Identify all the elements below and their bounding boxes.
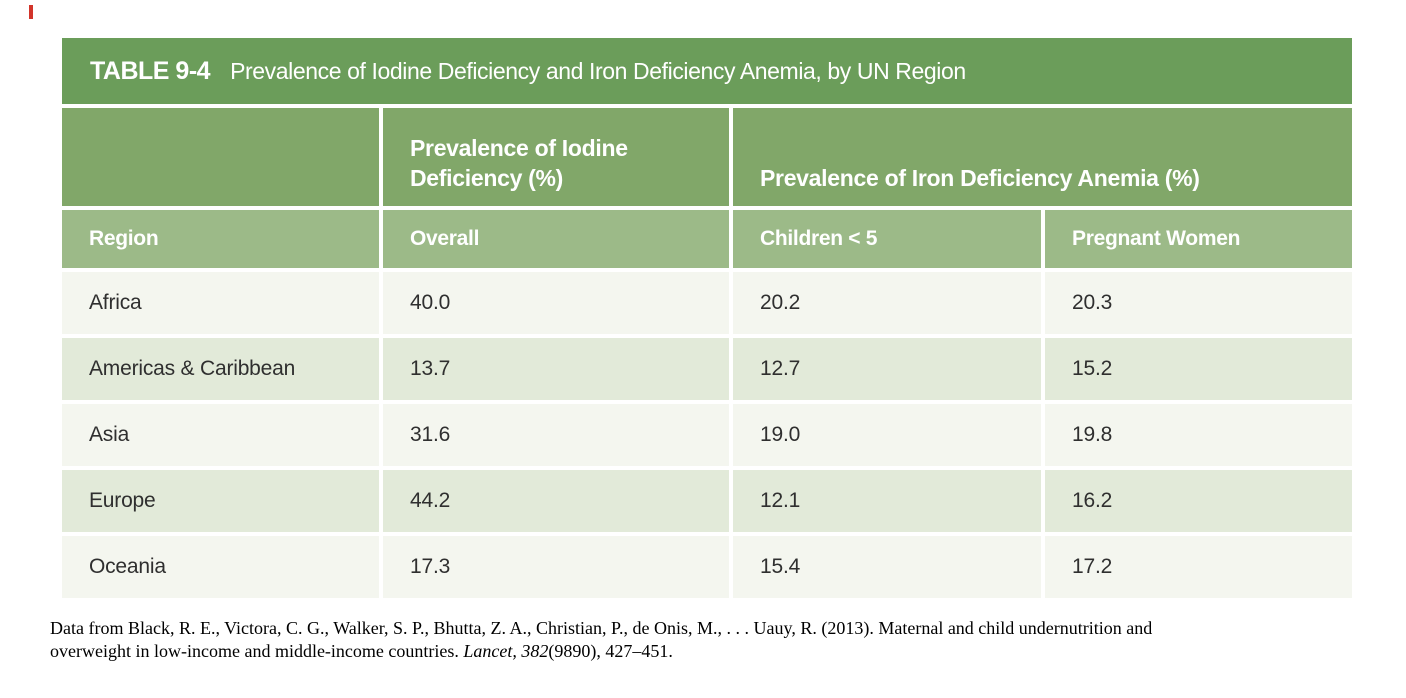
table-title-bar: TABLE 9-4 Prevalence of Iodine Deficienc… — [62, 38, 1352, 104]
cell-region: Africa — [62, 272, 379, 334]
cell-overall: 40.0 — [383, 272, 729, 334]
prevalence-table: TABLE 9-4 Prevalence of Iodine Deficienc… — [62, 38, 1352, 598]
group-header-iron: Prevalence of Iron Deficiency Anemia (%) — [733, 108, 1352, 206]
cell-pregnant: 19.8 — [1045, 404, 1352, 466]
cell-region: Oceania — [62, 536, 379, 598]
cell-pregnant: 15.2 — [1045, 338, 1352, 400]
column-header-overall: Overall — [383, 210, 729, 268]
group-header-iodine: Prevalence of Iodine Deficiency (%) — [383, 108, 729, 206]
table-grid: Prevalence of Iodine Deficiency (%) Prev… — [62, 108, 1352, 598]
cell-overall: 17.3 — [383, 536, 729, 598]
column-header-pregnant: Pregnant Women — [1045, 210, 1352, 268]
cell-overall: 44.2 — [383, 470, 729, 532]
cell-overall: 31.6 — [383, 404, 729, 466]
cell-children: 15.4 — [733, 536, 1041, 598]
cell-children: 19.0 — [733, 404, 1041, 466]
cell-children: 20.2 — [733, 272, 1041, 334]
cell-pregnant: 16.2 — [1045, 470, 1352, 532]
citation-line2-prefix: overweight in low-income and middle-inco… — [50, 641, 464, 661]
table-title-text: Prevalence of Iodine Deficiency and Iron… — [230, 57, 966, 84]
cell-region: Europe — [62, 470, 379, 532]
cell-region: Asia — [62, 404, 379, 466]
column-header-children: Children < 5 — [733, 210, 1041, 268]
citation-journal-italic: Lancet, 382 — [463, 641, 549, 661]
table-number-label: TABLE 9-4 — [90, 56, 211, 85]
group-header-empty — [62, 108, 379, 206]
citation-line1: Data from Black, R. E., Victora, C. G., … — [50, 618, 1153, 638]
cell-pregnant: 17.2 — [1045, 536, 1352, 598]
cell-children: 12.1 — [733, 470, 1041, 532]
column-header-region: Region — [62, 210, 379, 268]
cell-region: Americas & Caribbean — [62, 338, 379, 400]
cursor-mark — [29, 5, 33, 19]
source-citation: Data from Black, R. E., Victora, C. G., … — [50, 617, 1380, 663]
citation-pages: (9890), 427–451. — [548, 641, 673, 661]
cell-pregnant: 20.3 — [1045, 272, 1352, 334]
cell-overall: 13.7 — [383, 338, 729, 400]
cell-children: 12.7 — [733, 338, 1041, 400]
